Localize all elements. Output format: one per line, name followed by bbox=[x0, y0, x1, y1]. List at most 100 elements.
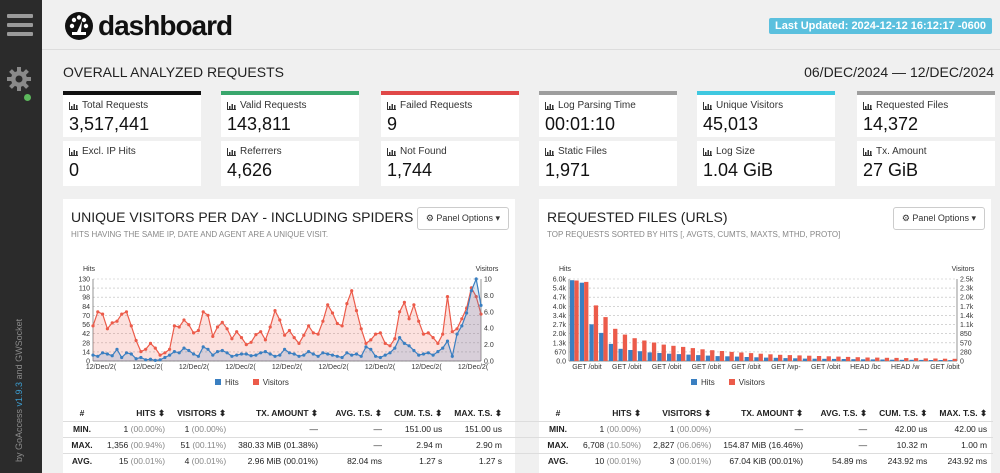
cell-tx-amount: 2.96 MiB (00.01%) bbox=[247, 456, 319, 467]
cell-hits: 6,708 (10.50%) bbox=[583, 440, 642, 450]
data-point bbox=[321, 319, 325, 323]
visitors-chart: Hits Visitors 0 14 28 42 56 70 84 98 110 130 0.0 2.0 4… bbox=[78, 266, 499, 371]
data-point bbox=[120, 312, 124, 316]
data-point bbox=[417, 353, 421, 357]
table-row: MAX. 1,356 (00.94%) 51 (00.11%) 380.33 MiB … bbox=[63, 437, 563, 453]
metric-label: Log Size bbox=[703, 146, 755, 157]
column-header[interactable]: TX. AMOUNT ⬍ bbox=[741, 407, 804, 418]
x-tick-label: 12/Dec/2( bbox=[458, 364, 489, 371]
data-point bbox=[244, 343, 248, 347]
cell-hits: 1 (00.00%) bbox=[123, 424, 166, 434]
credit-version[interactable]: v1.9.3 bbox=[14, 381, 24, 407]
column-header[interactable]: VISITORS ⬍ bbox=[177, 407, 227, 418]
y-tick-label-right: 1.4k bbox=[960, 313, 974, 320]
bar-chart-icon bbox=[703, 101, 712, 110]
bar-visitors bbox=[671, 345, 676, 361]
legend-hits[interactable]: Hits bbox=[691, 378, 715, 387]
files-panel-subtitle: TOP REQUESTS SORTED BY HITS [, AVGTS, CU… bbox=[547, 230, 841, 239]
data-point bbox=[158, 353, 162, 357]
sidebar: by GoAccess v1.9.3 and GWSocket bbox=[0, 0, 42, 473]
bar-chart-icon bbox=[69, 147, 78, 156]
metric-value: 27 GiB bbox=[863, 160, 919, 180]
caret-down-icon: ▾ bbox=[971, 213, 976, 223]
x-tick-label: GET /obit bbox=[692, 364, 721, 371]
y-tick-label-right: 850 bbox=[960, 331, 972, 338]
column-header[interactable]: CUM. T.S. ⬍ bbox=[394, 407, 443, 418]
bar-visitors bbox=[574, 280, 579, 361]
data-point bbox=[402, 341, 406, 345]
column-header[interactable]: MAX. T.S. ⬍ bbox=[454, 407, 503, 418]
cell-tx-amount: — bbox=[794, 424, 804, 434]
cell-cum-ts: 1.27 s bbox=[419, 456, 443, 467]
bar-visitors bbox=[661, 344, 666, 361]
data-point bbox=[398, 336, 402, 340]
bar-chart-icon bbox=[863, 101, 872, 110]
bar-visitors bbox=[748, 353, 754, 361]
y-tick-label-right: 0.0 bbox=[484, 359, 494, 366]
data-point bbox=[378, 355, 382, 360]
cell-max-ts: 243.92 ms bbox=[947, 456, 988, 467]
cell-visitors: 4 (00.01%) bbox=[184, 456, 227, 467]
column-header[interactable]: MAX. T.S. ⬍ bbox=[939, 407, 988, 418]
data-point bbox=[115, 347, 119, 351]
date-range: 06/DEC/2024 — 12/DEC/2024 bbox=[804, 64, 994, 80]
y-tick-label: 130 bbox=[78, 277, 90, 284]
cell-visitors: 51 (00.11%) bbox=[180, 440, 227, 450]
cell-max-ts: 42.00 us bbox=[954, 424, 988, 434]
data-point bbox=[436, 341, 440, 345]
metric-value: 1.04 GiB bbox=[703, 160, 774, 180]
column-header[interactable]: TX. AMOUNT ⬍ bbox=[255, 407, 319, 418]
cell-hits: 15 (00.01%) bbox=[118, 456, 166, 467]
bar-hits bbox=[783, 358, 788, 361]
metric-value: 9 bbox=[387, 114, 398, 134]
data-point bbox=[201, 310, 205, 314]
data-point bbox=[345, 351, 349, 355]
column-header[interactable]: HITS ⬍ bbox=[136, 407, 166, 418]
data-point bbox=[374, 332, 378, 336]
data-point bbox=[407, 317, 411, 321]
column-header[interactable]: VISITORS ⬍ bbox=[662, 407, 712, 418]
y-tick-label-right: 280 bbox=[960, 349, 972, 356]
metric-label: Static Files bbox=[545, 146, 607, 157]
bar-visitors bbox=[787, 355, 792, 361]
column-header[interactable]: CUM. T.S. ⬍ bbox=[879, 407, 928, 418]
metric-value: 3,517,441 bbox=[69, 114, 150, 134]
data-point bbox=[345, 302, 349, 306]
metric-card: Excl. IP Hits 0 bbox=[63, 141, 201, 186]
legend-visitors[interactable]: Visitors bbox=[252, 378, 289, 387]
bar-hits bbox=[608, 343, 614, 361]
legend-hits[interactable]: Hits bbox=[215, 378, 239, 387]
x-tick-label: HEAD /w bbox=[891, 364, 920, 371]
cell-max-ts: 151.00 us bbox=[464, 424, 503, 434]
visitors-panel-options-button[interactable]: ⚙ Panel Options ▾ bbox=[416, 207, 509, 230]
bar-visitors bbox=[855, 357, 860, 361]
column-header[interactable]: HITS ⬍ bbox=[612, 407, 642, 418]
data-point bbox=[364, 341, 368, 345]
column-header[interactable]: AVG. T.S. ⬍ bbox=[820, 407, 868, 418]
gear-icon[interactable] bbox=[6, 66, 32, 92]
bar-hits bbox=[570, 280, 575, 361]
y-tick-label-right: 2.5k bbox=[960, 277, 974, 284]
cell-cum-ts: 2.94 m bbox=[416, 440, 443, 450]
data-point bbox=[369, 338, 373, 342]
data-point bbox=[412, 348, 416, 353]
bar-hits bbox=[812, 358, 817, 361]
data-point bbox=[177, 351, 181, 355]
data-point bbox=[307, 350, 311, 354]
table-row: MAX. 6,708 (10.50%) 2,827 (06.06%) 154.87 M… bbox=[539, 437, 994, 453]
data-point bbox=[110, 321, 114, 325]
data-point bbox=[340, 355, 344, 360]
bar-hits bbox=[579, 282, 584, 361]
column-header[interactable]: AVG. T.S. ⬍ bbox=[335, 407, 383, 418]
data-point bbox=[354, 309, 359, 313]
metric-label: Not Found bbox=[387, 146, 447, 157]
data-point bbox=[144, 347, 148, 351]
data-point bbox=[249, 354, 253, 358]
metric-label: Unique Visitors bbox=[703, 100, 783, 111]
credit-text: by GoAccess v1.9.3 and GWSocket bbox=[14, 319, 24, 462]
files-panel-options-button[interactable]: ⚙ Panel Options ▾ bbox=[892, 207, 985, 230]
sort-icon: ⬍ bbox=[920, 407, 928, 418]
app-title: dashboard bbox=[98, 10, 233, 41]
menu-icon[interactable] bbox=[7, 14, 33, 36]
legend-visitors[interactable]: Visitors bbox=[728, 378, 765, 387]
